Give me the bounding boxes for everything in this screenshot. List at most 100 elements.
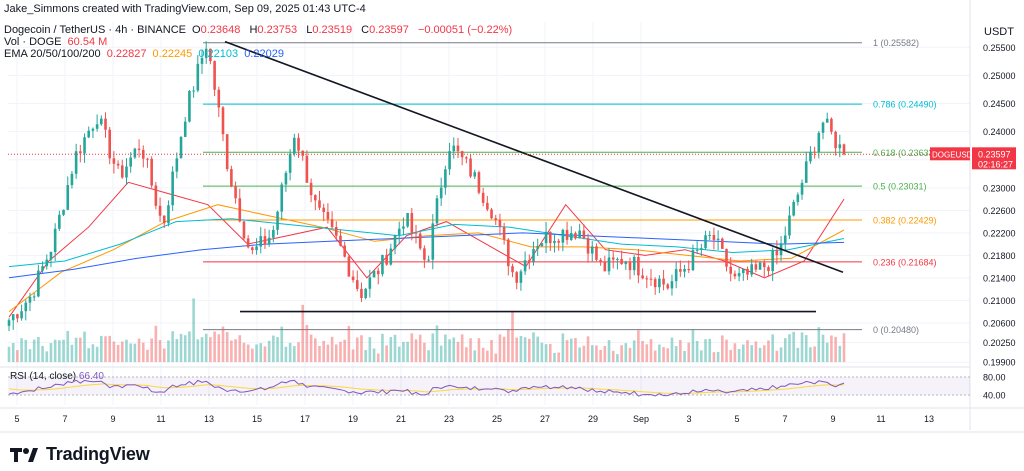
price-tick: 0.21000 <box>983 296 1016 306</box>
volume-bar <box>741 344 745 362</box>
price-tick: 0.24500 <box>983 99 1016 109</box>
volume-bar <box>456 341 460 362</box>
fib-level-label: 0.618 (0.23633) <box>873 148 937 158</box>
candle-body <box>242 221 246 239</box>
candle-body <box>158 205 162 216</box>
volume-bar <box>528 338 531 362</box>
price-tag-value: 0.23597 <box>978 149 1011 159</box>
price-axis[interactable]: 0.255000.250000.245000.240000.235000.230… <box>983 43 1016 401</box>
volume-bar <box>360 335 363 362</box>
volume-bar <box>658 344 661 362</box>
volume-bar <box>821 334 825 362</box>
candle-body <box>66 185 70 210</box>
candles[interactable] <box>7 41 846 332</box>
candle-body <box>758 262 762 270</box>
price-tag-countdown: 02:16:27 <box>978 159 1013 169</box>
time-axis[interactable]: 5 7 9 11 13 15 17 19 21 23 25 27 29 Sep 3 5 7 9 11 13 <box>14 414 934 424</box>
candle-body <box>200 58 204 64</box>
candle-body <box>444 169 447 188</box>
candle-body <box>825 118 829 123</box>
volume-bar <box>402 341 405 362</box>
volume-bar <box>24 339 28 362</box>
ohlc-o: O0.23648 <box>192 24 241 36</box>
candle-body <box>385 254 388 265</box>
candle-body <box>225 134 229 170</box>
candle-body <box>49 252 53 260</box>
candle-body <box>519 271 523 283</box>
candle-body <box>360 288 363 298</box>
date-tick: 21 <box>396 414 406 424</box>
candle-body <box>511 266 514 273</box>
candle-body <box>204 48 208 59</box>
rsi-pane[interactable] <box>8 376 970 397</box>
candle-body <box>821 122 825 133</box>
volume-bar <box>444 334 447 362</box>
volume-bar <box>20 338 23 362</box>
symbol-title[interactable]: Dogecoin / TetherUS · 4h · BINANCE <box>4 24 186 36</box>
volume-bar <box>154 325 158 362</box>
volume-bar <box>200 337 204 362</box>
candle-body <box>712 234 716 241</box>
candle-body <box>28 296 32 303</box>
candle-body <box>783 235 787 244</box>
volume-bar <box>569 338 573 362</box>
candle-body <box>58 214 61 229</box>
symbol-legend: Dogecoin / TetherUS · 4h · BINANCE O0.23… <box>4 24 518 37</box>
volume-bar <box>679 340 682 362</box>
candle-body <box>603 261 607 272</box>
date-tick: 29 <box>588 414 598 424</box>
candle-body <box>809 151 812 162</box>
candle-body <box>721 238 724 249</box>
candle-body <box>192 90 195 92</box>
volume-bar <box>259 343 263 362</box>
volume-bar <box>721 335 724 362</box>
volume-bar <box>557 352 560 362</box>
volume-bar <box>112 341 116 362</box>
candle-body <box>45 259 49 267</box>
volume-bar <box>355 337 359 362</box>
candle-body <box>314 195 317 201</box>
candle-body <box>746 268 749 275</box>
trendlines[interactable] <box>224 40 844 313</box>
candle-body <box>343 245 346 257</box>
volume-label: Vol · DOGE <box>4 36 62 48</box>
candle-body <box>112 158 116 164</box>
volume-bar <box>460 334 464 362</box>
candle-body <box>624 261 628 265</box>
volume-bar <box>582 345 586 362</box>
volume-bar <box>16 350 19 362</box>
candle-body <box>528 260 531 262</box>
fib-retracement[interactable]: 1 (0.25582) 0.786 (0.24490) 0.618 (0.23633… <box>203 38 937 335</box>
ema-legend[interactable]: EMA 20/50/100/200 0.22827 0.22245 0.2210… <box>4 48 287 61</box>
rsi-legend[interactable]: RSI (14, close) 66.40 <box>10 371 104 382</box>
date-tick: 5 <box>14 414 19 424</box>
candle-body <box>498 219 502 227</box>
candle-body <box>788 215 791 236</box>
candle-body <box>590 246 594 254</box>
volume-bar <box>716 351 720 362</box>
tradingview-logo[interactable]: TradingView <box>10 443 150 465</box>
volume-bar <box>695 341 699 362</box>
volume-bar <box>649 339 653 362</box>
candle-body <box>431 223 435 260</box>
volume-legend[interactable]: Vol · DOGE 60.54 M <box>4 36 110 49</box>
candle-body <box>171 171 174 206</box>
date-tick: 9 <box>830 414 835 424</box>
candle-body <box>330 219 334 228</box>
volume-bar <box>435 325 439 362</box>
volume-bar <box>104 336 107 362</box>
volume-bar <box>683 351 686 362</box>
currency-label[interactable]: USDT <box>984 26 1014 38</box>
volume-bar <box>179 333 183 362</box>
candle-body <box>716 238 720 241</box>
volume-bar <box>83 331 86 362</box>
candle-body <box>217 89 221 108</box>
volume-bar <box>771 334 774 362</box>
ema-50-value: 0.22245 <box>152 48 193 60</box>
volume-bar <box>637 330 640 362</box>
candle-body <box>91 128 95 131</box>
candle-body <box>70 173 74 186</box>
price-change: −0.00051 (−0.22%) <box>417 24 513 36</box>
volume-bar <box>490 339 493 362</box>
